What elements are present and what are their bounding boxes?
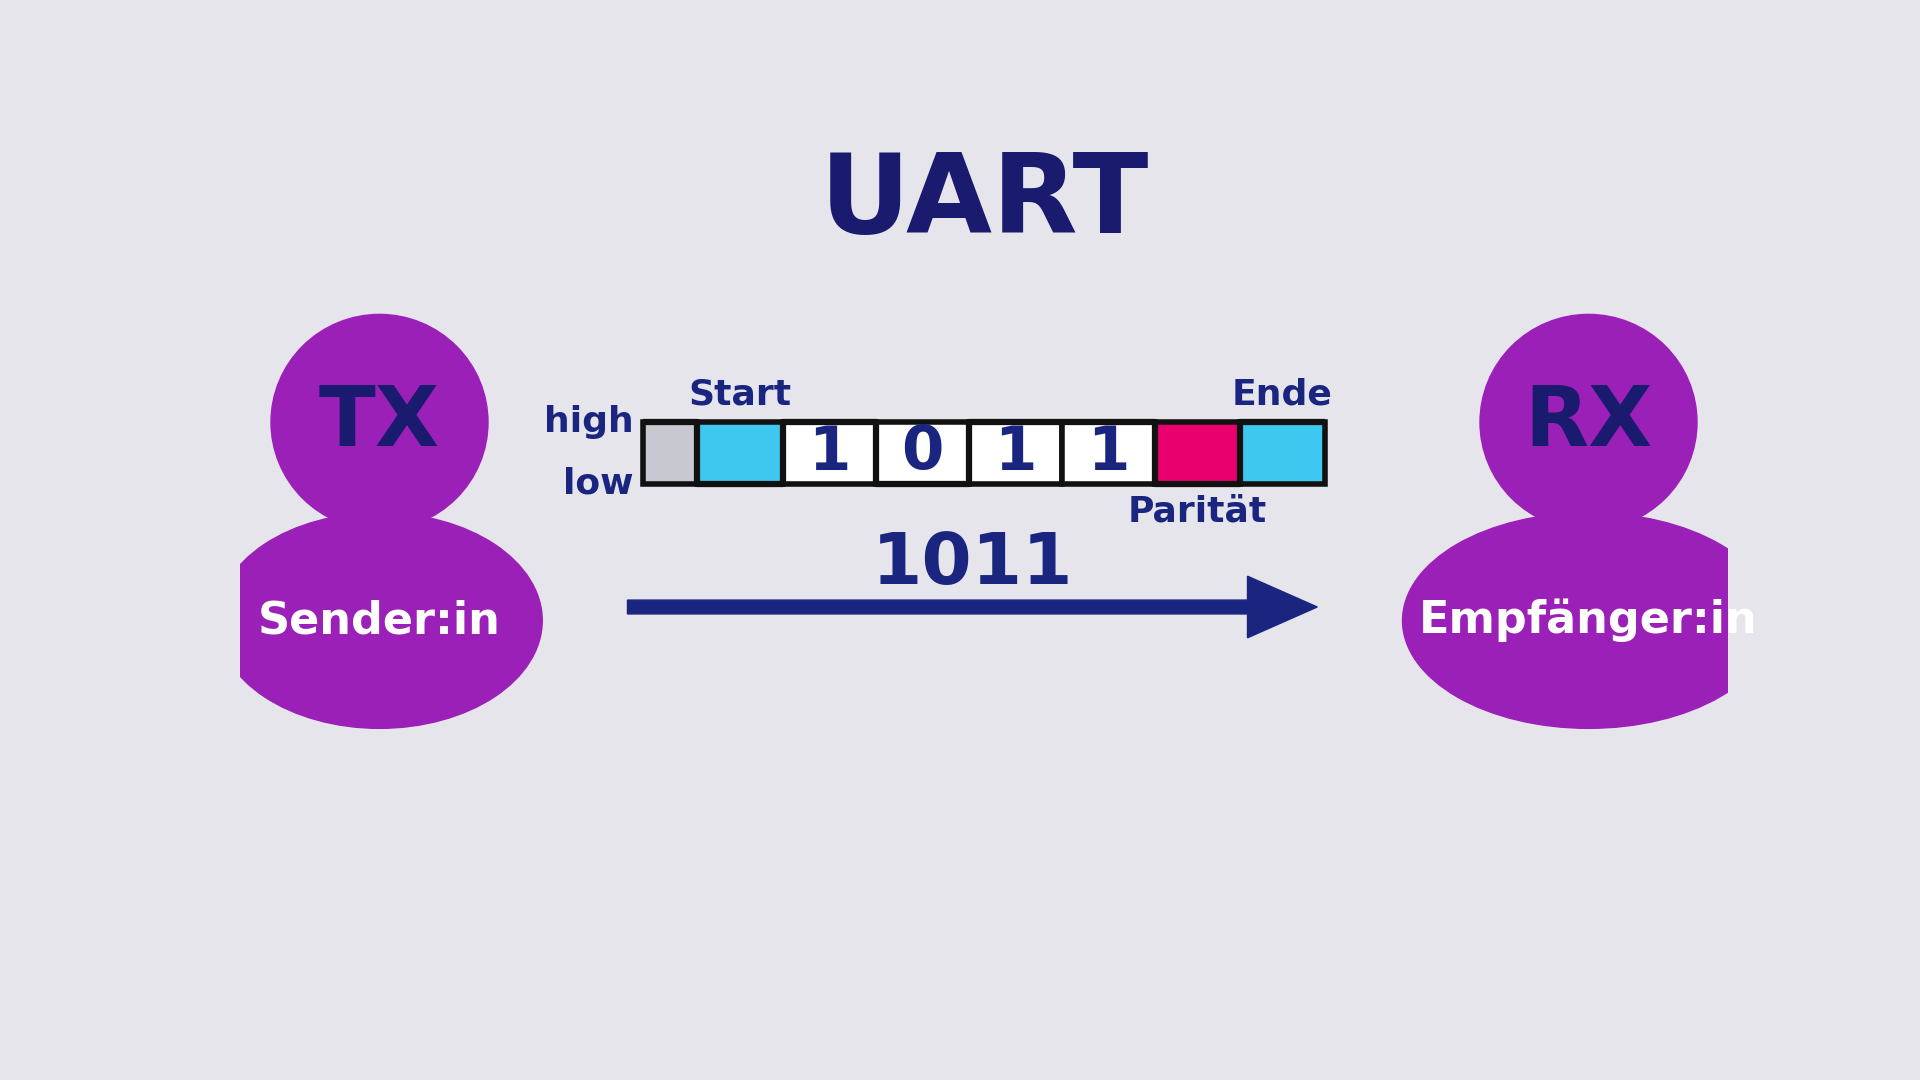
Text: 1: 1 <box>1087 423 1129 483</box>
Text: RX: RX <box>1524 381 1653 462</box>
Text: Parität: Parität <box>1127 495 1267 528</box>
Bar <box>697 422 783 484</box>
Bar <box>783 422 876 484</box>
Text: UART: UART <box>820 149 1148 256</box>
Text: 0: 0 <box>900 423 943 483</box>
Text: Ende: Ende <box>1233 377 1332 411</box>
Ellipse shape <box>217 513 541 728</box>
Text: high: high <box>543 405 634 440</box>
Text: Empfänger:in: Empfänger:in <box>1419 598 1759 643</box>
Ellipse shape <box>1402 513 1774 728</box>
FancyArrow shape <box>628 577 1317 638</box>
Text: low: low <box>563 467 634 501</box>
Text: TX: TX <box>319 381 440 462</box>
Bar <box>1154 422 1240 484</box>
Text: Sender:in: Sender:in <box>257 599 501 642</box>
Bar <box>1240 422 1325 484</box>
Circle shape <box>271 314 488 530</box>
Bar <box>1062 422 1154 484</box>
Text: 1: 1 <box>995 423 1037 483</box>
Bar <box>876 422 968 484</box>
Bar <box>968 422 1062 484</box>
Text: Start: Start <box>687 377 791 411</box>
Circle shape <box>1480 314 1697 530</box>
Bar <box>643 422 697 484</box>
Text: 1: 1 <box>808 423 851 483</box>
Text: 1011: 1011 <box>872 530 1073 599</box>
